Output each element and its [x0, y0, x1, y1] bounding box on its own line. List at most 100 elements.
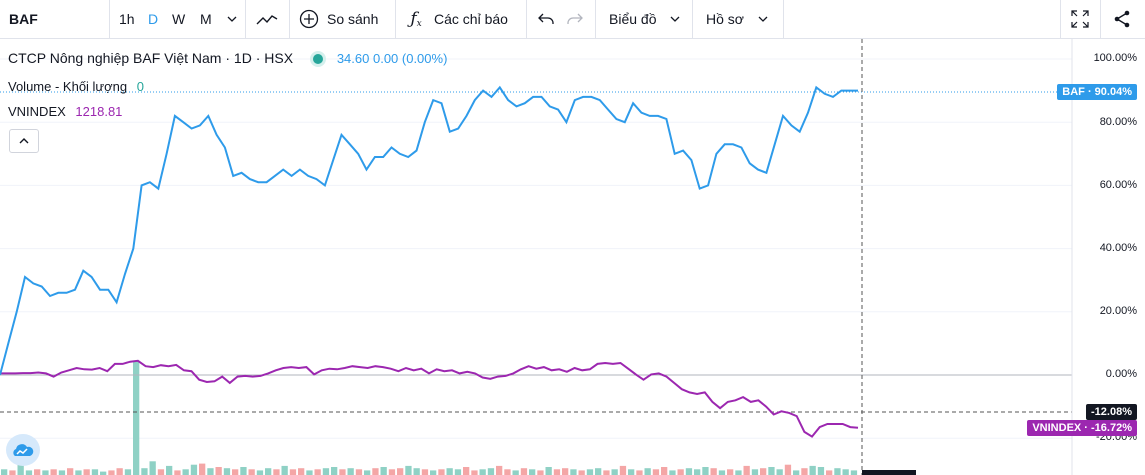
- indicators-button[interactable]: Các chỉ báo: [434, 11, 508, 27]
- volume-bar: [281, 465, 288, 475]
- volume-bar: [784, 464, 792, 475]
- volume-bar: [190, 464, 198, 475]
- undo-icon[interactable]: [536, 0, 556, 38]
- axis-label: 40.00%: [1099, 242, 1137, 254]
- volume-bar: [430, 470, 437, 475]
- volume-bar: [826, 470, 833, 475]
- interval-m[interactable]: M: [200, 11, 212, 27]
- volume-bar: [380, 467, 387, 475]
- volume-bar: [677, 469, 684, 475]
- vnindex-price-tag: VNINDEX · -16.72%: [1027, 420, 1137, 436]
- volume-legend-label: Volume - Khối lượng: [8, 79, 128, 94]
- volume-bar: [487, 468, 495, 475]
- volume-bar: [562, 468, 569, 475]
- volume-bar: [141, 468, 148, 475]
- volume-bar: [116, 468, 123, 475]
- volume-bar: [553, 469, 561, 475]
- redo-icon[interactable]: [565, 0, 585, 38]
- volume-bar: [232, 469, 239, 475]
- toolbar-divider: [1100, 0, 1101, 38]
- index-legend-label: VNINDEX: [8, 104, 66, 119]
- volume-bar: [34, 469, 41, 475]
- profile-chevron-icon[interactable]: [756, 0, 770, 38]
- volume-bar: [50, 469, 57, 475]
- chevron-up-icon: [19, 138, 29, 144]
- interval-w[interactable]: W: [172, 11, 186, 27]
- volume-bar: [743, 465, 750, 475]
- volume-bar: [157, 469, 165, 475]
- market-status-dot: [312, 54, 323, 64]
- volume-bar: [100, 471, 107, 475]
- volume-bar: [463, 467, 470, 475]
- toolbar-divider: [245, 0, 246, 38]
- volume-bar: [1, 469, 8, 475]
- share-icon[interactable]: [1108, 0, 1136, 38]
- volume-bar: [421, 469, 429, 475]
- chart-type-button[interactable]: Biểu đồ: [609, 11, 657, 27]
- volume-bar: [454, 469, 462, 475]
- index-legend: VNINDEX 1218.81: [8, 104, 122, 119]
- fullscreen-icon[interactable]: [1066, 0, 1094, 38]
- volume-bar: [702, 467, 709, 475]
- volume-bar: [595, 468, 602, 475]
- compare-button[interactable]: So sánh: [327, 11, 379, 27]
- baf-price-tag: BAF · 90.04%: [1057, 84, 1137, 100]
- chart-type-chevron-icon[interactable]: [668, 0, 682, 38]
- baf-series-line: [0, 85, 858, 376]
- axis-label: 60.00%: [1099, 179, 1137, 191]
- toolbar-divider: [395, 0, 396, 38]
- interval-d[interactable]: D: [148, 11, 159, 27]
- line-style-icon[interactable]: [254, 0, 280, 38]
- volume-bar: [520, 468, 528, 475]
- compare-plus-icon[interactable]: [298, 0, 320, 38]
- volume-bar: [215, 467, 222, 475]
- volume-bar: [42, 470, 49, 475]
- volume-bar: [91, 469, 99, 475]
- volume-legend: Volume - Khối lượng 0: [8, 79, 144, 94]
- volume-bar: [17, 463, 24, 475]
- toolbar-divider: [692, 0, 693, 38]
- volume-bar: [322, 468, 330, 475]
- volume-legend-value: 0: [136, 79, 144, 94]
- interval-dropdown-icon[interactable]: [224, 0, 240, 38]
- axis-label: 80.00%: [1099, 116, 1137, 128]
- interval-1h[interactable]: 1h: [119, 11, 135, 27]
- chart-area[interactable]: CTCP Nông nghiệp BAF Việt Nam · 1D · HSX…: [0, 39, 1145, 475]
- volume-bar: [289, 469, 297, 475]
- volume-bar: [248, 469, 255, 475]
- volume-bar: [223, 468, 231, 475]
- axis-label: 100.00%: [1093, 52, 1137, 64]
- volume-bar: [314, 469, 321, 475]
- volume-bar: [834, 468, 841, 475]
- volume-bar: [240, 467, 247, 475]
- volume-bar: [685, 468, 693, 475]
- toolbar-divider: [289, 0, 290, 38]
- volume-bar: [611, 469, 618, 475]
- main-legend: CTCP Nông nghiệp BAF Việt Nam · 1D · HSX…: [8, 50, 447, 66]
- volume-bar: [710, 468, 717, 475]
- volume-bar: [669, 470, 676, 475]
- volume-bar: [628, 469, 635, 475]
- legend-collapse-button[interactable]: [9, 129, 39, 153]
- symbol-label[interactable]: BAF: [9, 11, 38, 27]
- volume-bar: [388, 469, 396, 475]
- volume-bar: [133, 361, 140, 475]
- chart-canvas[interactable]: [0, 39, 1145, 475]
- volume-bar: [405, 465, 412, 475]
- tradingview-logo-icon[interactable]: [6, 434, 40, 466]
- volume-bar: [496, 465, 503, 475]
- volume-bar: [446, 468, 453, 475]
- volume-bar: [636, 470, 643, 475]
- volume-bar: [529, 469, 536, 475]
- volume-bar: [364, 470, 371, 475]
- profile-button[interactable]: Hồ sơ: [706, 11, 744, 27]
- volume-bar: [182, 469, 189, 475]
- volume-bar: [306, 470, 313, 475]
- volume-bar: [504, 469, 511, 475]
- toolbar-divider: [526, 0, 527, 38]
- volume-bar: [545, 467, 552, 475]
- volume-bar: [339, 469, 346, 475]
- volume-bar: [9, 470, 16, 475]
